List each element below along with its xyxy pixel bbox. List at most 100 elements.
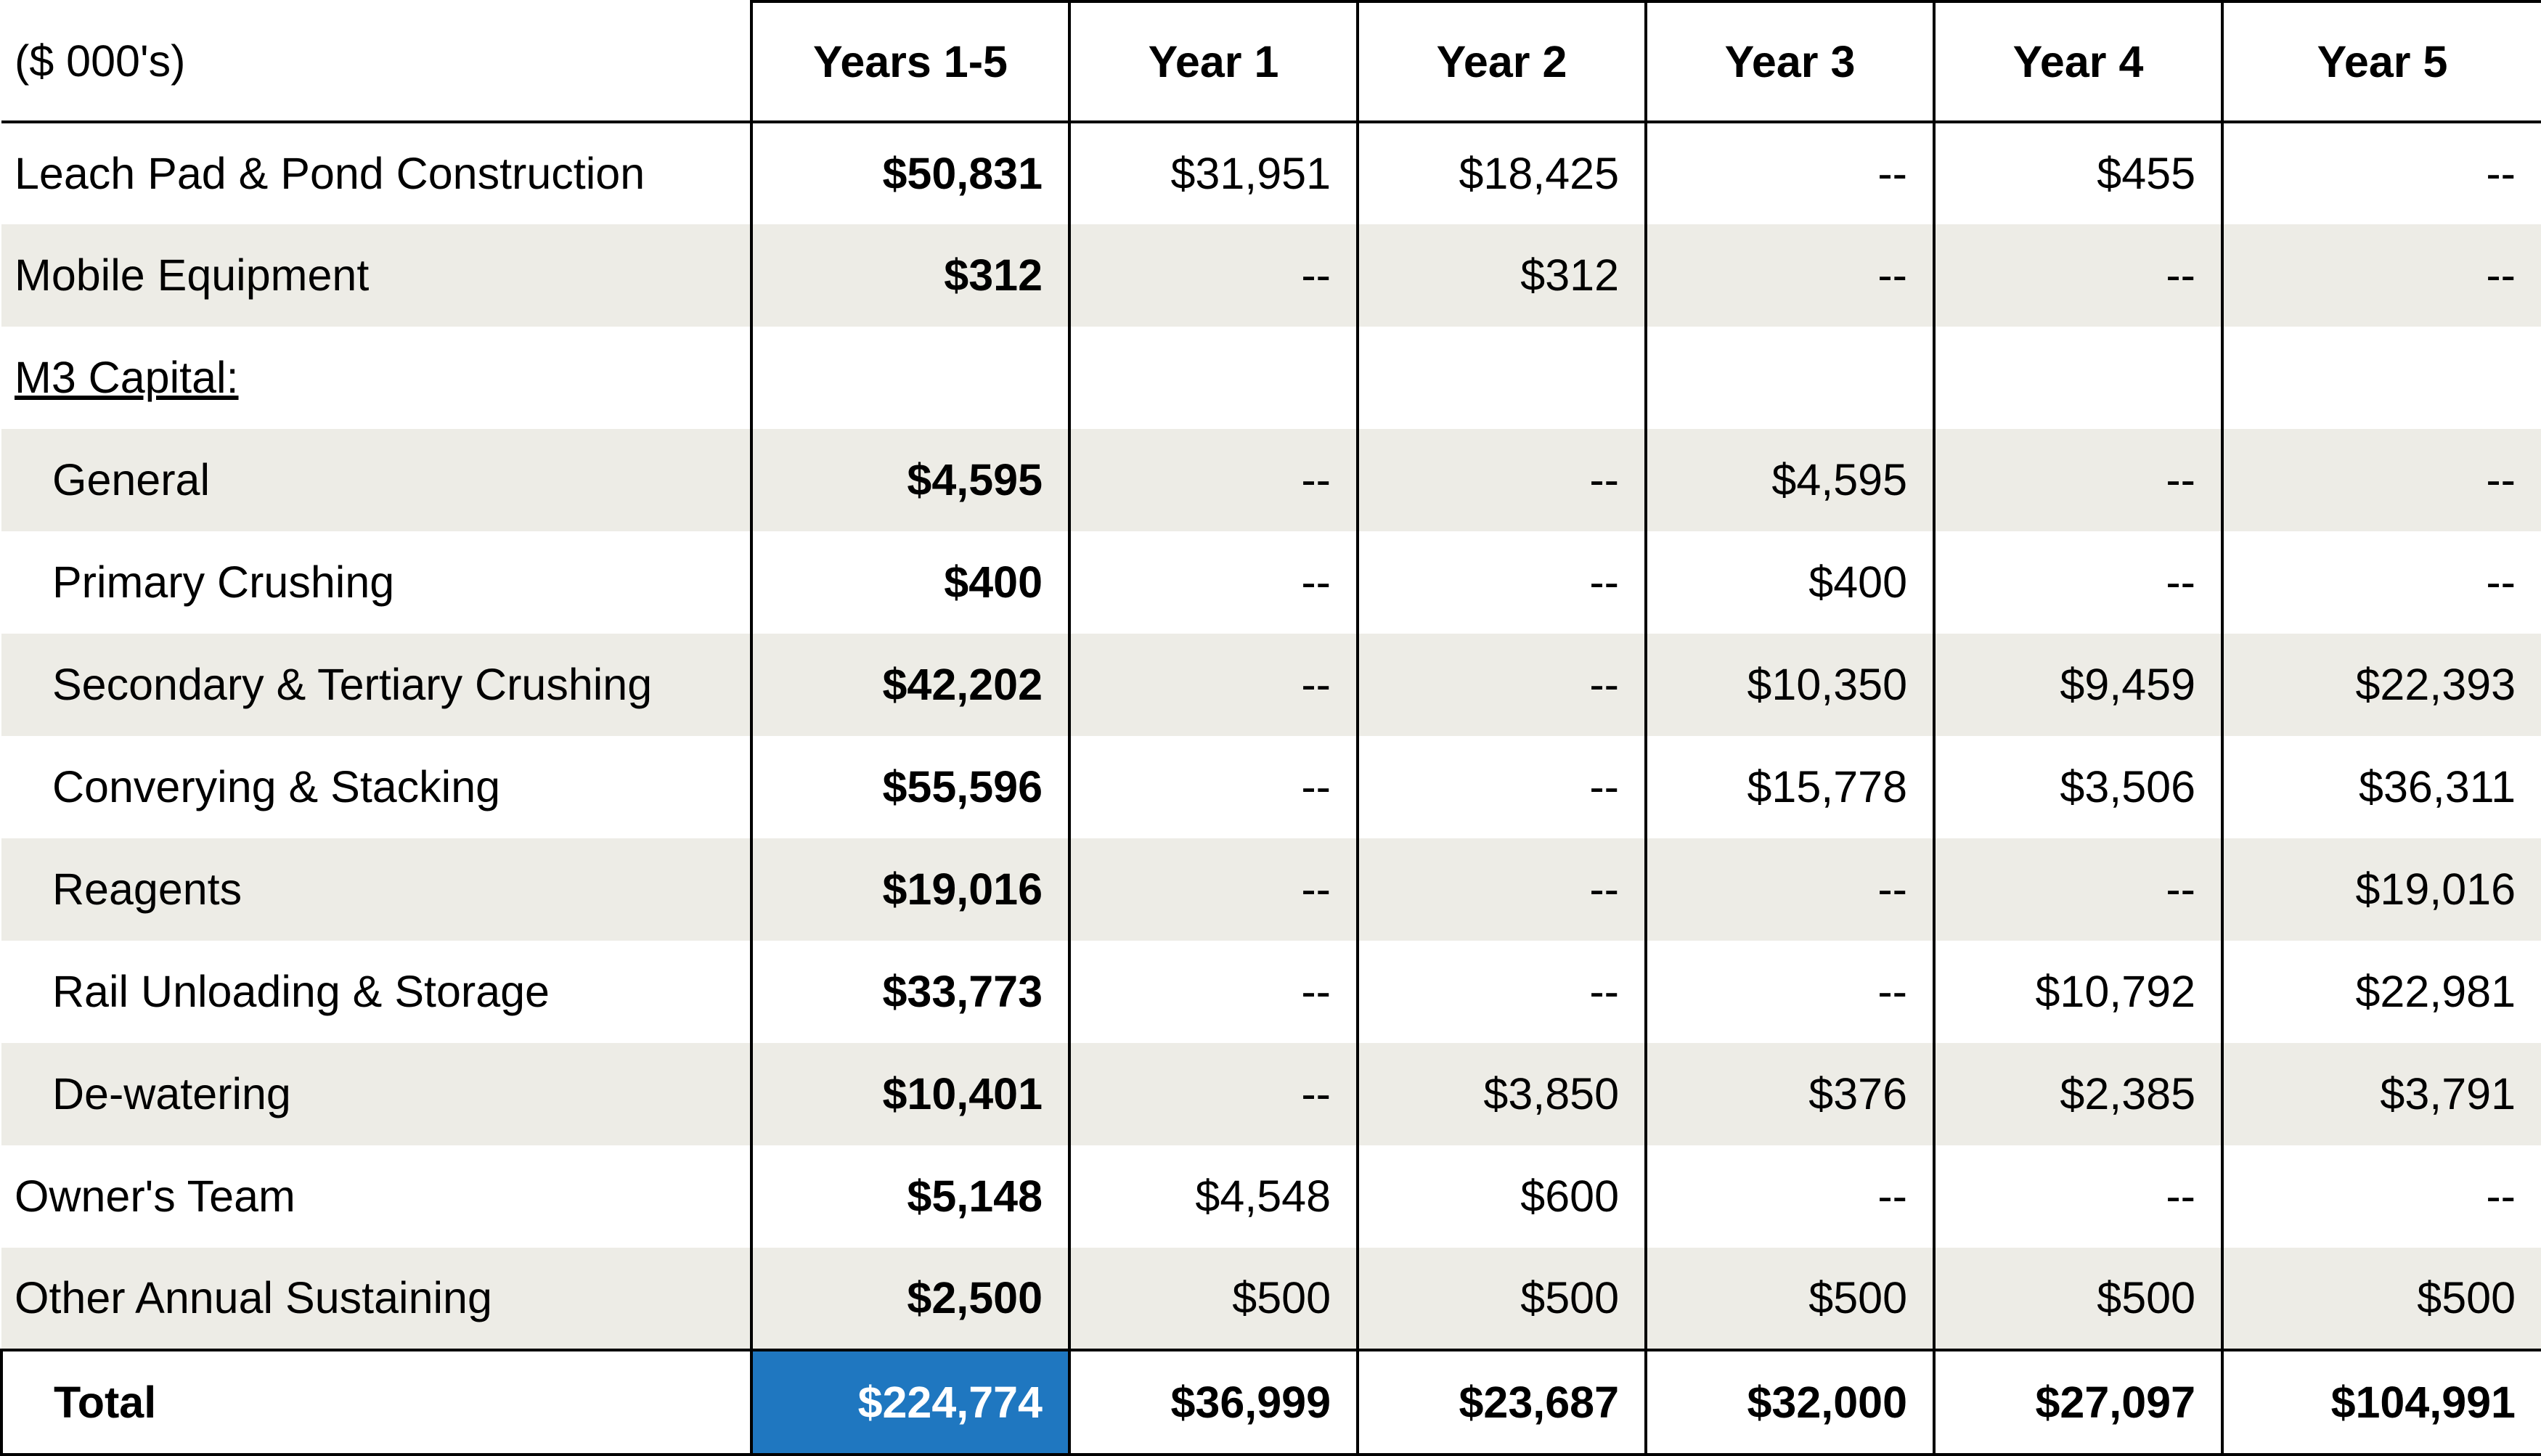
year-cell: -- (1068, 1043, 1358, 1145)
year-cell: $4,595 (1644, 429, 1934, 531)
year-cell: -- (1356, 838, 1646, 941)
total-row: Total $224,774 $36,999 $23,687 $32,000 $… (0, 1349, 2541, 1456)
total-year-cell: $32,000 (1644, 1349, 1934, 1456)
year-cell (1068, 327, 1358, 429)
year-cell: -- (1068, 736, 1358, 838)
row-total: $4,595 (750, 429, 1069, 531)
year-cell: $15,778 (1644, 736, 1934, 838)
table-row: Reagents $19,016 -- -- -- -- $19,016 (1, 838, 2541, 941)
year-cell: -- (2221, 531, 2541, 634)
year-cell: -- (1356, 941, 1646, 1043)
year-cell: $600 (1356, 1145, 1646, 1248)
row-label: Rail Unloading & Storage (52, 967, 550, 1016)
year-cell: $31,951 (1068, 122, 1358, 224)
table-row: Converying & Stacking $55,596 -- -- $15,… (1, 736, 2541, 838)
table-row: Mobile Equipment $312 -- $312 -- -- -- (1, 224, 2541, 327)
year-cell: -- (1068, 634, 1358, 736)
year-cell: $19,016 (2221, 838, 2541, 941)
year-cell: -- (1644, 941, 1934, 1043)
total-year-cell: $27,097 (1933, 1349, 2222, 1456)
year-cell (1356, 327, 1646, 429)
year-cell: $22,981 (2221, 941, 2541, 1043)
column-header-year-4: Year 4 (1933, 0, 2222, 123)
year-cell: -- (1933, 224, 2222, 327)
row-total: $55,596 (750, 736, 1069, 838)
year-cell (1933, 327, 2222, 429)
year-cell: -- (2221, 122, 2541, 224)
year-cell: -- (1356, 634, 1646, 736)
year-cell: -- (1356, 429, 1646, 531)
year-cell: -- (1068, 941, 1358, 1043)
row-total: $400 (750, 531, 1069, 634)
total-label: Total (0, 1349, 751, 1456)
year-cell: -- (1644, 838, 1934, 941)
row-label: Secondary & Tertiary Crushing (1, 634, 751, 736)
row-total: $2,500 (750, 1248, 1069, 1350)
table-row: Secondary & Tertiary Crushing $42,202 --… (1, 634, 2541, 736)
year-cell: -- (1644, 1145, 1934, 1248)
table-row: General $4,595 -- -- $4,595 -- -- (1, 429, 2541, 531)
year-cell: $3,506 (1933, 736, 2222, 838)
year-cell: -- (1068, 838, 1358, 941)
row-label: De-watering (1, 1043, 751, 1145)
year-cell: -- (1644, 224, 1934, 327)
year-cell: $10,792 (1933, 941, 2222, 1043)
year-cell: -- (1933, 531, 2222, 634)
table-row: Owner's Team $5,148 $4,548 $600 -- -- -- (1, 1145, 2541, 1248)
row-label: Primary Crushing (52, 557, 395, 607)
row-total: $50,831 (750, 122, 1069, 224)
row-total: $5,148 (750, 1145, 1069, 1248)
year-cell: $2,385 (1933, 1043, 2222, 1145)
row-total: $312 (750, 224, 1069, 327)
row-label: Mobile Equipment (1, 224, 751, 327)
column-header-years-1-5: Years 1-5 (750, 0, 1069, 123)
year-cell: $4,548 (1068, 1145, 1358, 1248)
total-year-cell: $36,999 (1068, 1349, 1358, 1456)
column-header-year-3: Year 3 (1644, 0, 1934, 123)
section-header-row: M3 Capital: (1, 327, 2541, 429)
year-cell (2221, 327, 2541, 429)
year-cell: $18,425 (1356, 122, 1646, 224)
year-cell: $312 (1356, 224, 1646, 327)
row-label: Reagents (1, 838, 751, 941)
year-cell: -- (2221, 224, 2541, 327)
total-year-cell: $23,687 (1356, 1349, 1646, 1456)
year-cell: $36,311 (2221, 736, 2541, 838)
header-row: ($ 000's) Years 1-5 Year 1 Year 2 Year 3… (1, 0, 2541, 123)
year-cell: -- (1933, 1145, 2222, 1248)
section-label-text: M3 Capital: (15, 353, 239, 402)
year-cell: $455 (1933, 122, 2222, 224)
row-label: Leach Pad & Pond Construction (15, 149, 645, 198)
unit-label: ($ 000's) (1, 1, 751, 123)
column-header-year-5: Year 5 (2221, 0, 2541, 123)
row-label: Converying & Stacking (52, 762, 501, 811)
table-row: Rail Unloading & Storage $33,773 -- -- -… (1, 941, 2541, 1043)
row-label: General (1, 429, 751, 531)
row-total: $10,401 (750, 1043, 1069, 1145)
year-cell: $500 (1068, 1248, 1358, 1350)
column-header-year-1: Year 1 (1068, 0, 1358, 123)
year-cell: $500 (1933, 1248, 2222, 1350)
row-total: $33,773 (750, 941, 1069, 1043)
year-cell: $3,791 (2221, 1043, 2541, 1145)
year-cell: -- (1068, 531, 1358, 634)
year-cell (1644, 327, 1934, 429)
row-label: Other Annual Sustaining (1, 1248, 751, 1350)
section-label: M3 Capital: (1, 327, 751, 429)
row-label: Owner's Team (15, 1171, 295, 1221)
year-cell: -- (1933, 429, 2222, 531)
year-cell: $400 (1644, 531, 1934, 634)
year-cell: -- (1933, 838, 2222, 941)
year-cell: -- (2221, 1145, 2541, 1248)
column-header-year-2: Year 2 (1356, 0, 1646, 123)
year-cell: $9,459 (1933, 634, 2222, 736)
table-row: Leach Pad & Pond Construction $50,831 $3… (1, 122, 2541, 224)
table-row: De-watering $10,401 -- $3,850 $376 $2,38… (1, 1043, 2541, 1145)
year-cell: $3,850 (1356, 1043, 1646, 1145)
year-cell: -- (1068, 429, 1358, 531)
year-cell: -- (1644, 122, 1934, 224)
year-cell: $10,350 (1644, 634, 1934, 736)
year-cell: -- (1356, 736, 1646, 838)
year-cell: -- (2221, 429, 2541, 531)
